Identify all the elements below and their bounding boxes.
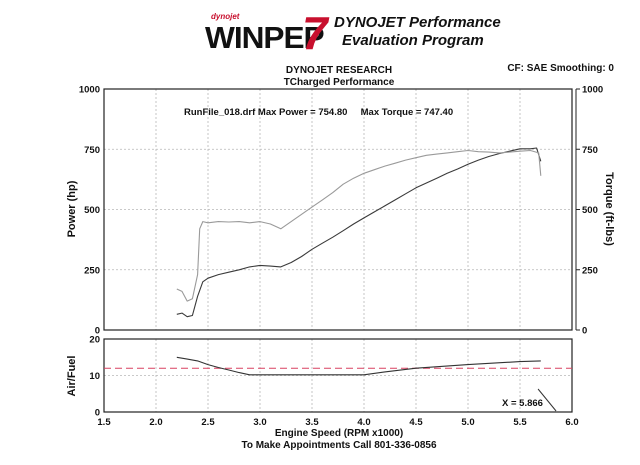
settings-label: CF: SAE Smoothing: 0 bbox=[507, 63, 614, 74]
run-annotation: RunFile_018.drf Max Power = 754.80 Max T… bbox=[184, 107, 453, 118]
x-tick-label: 2.0 bbox=[149, 417, 162, 428]
series-layer bbox=[104, 147, 572, 412]
x-tick-label: 1.5 bbox=[97, 417, 111, 428]
x-tick-label: 2.5 bbox=[201, 417, 215, 428]
program-title-line2: Evaluation Program bbox=[342, 32, 484, 49]
x-tick-label: 4.5 bbox=[409, 417, 423, 428]
airfuel-tick-label: 0 bbox=[95, 408, 100, 419]
cursor-pointer bbox=[537, 388, 557, 412]
torque-tick-label: 1000 bbox=[582, 85, 603, 96]
logo-word: WINPEP bbox=[205, 20, 325, 55]
airfuel-tick-label: 10 bbox=[89, 371, 100, 382]
torque-tick-label: 0 bbox=[582, 326, 587, 337]
x-tick-label: 3.0 bbox=[253, 417, 266, 428]
logo-brand: dynojet bbox=[211, 12, 240, 21]
footer-phone: To Make Appointments Call 801-336-0856 bbox=[241, 440, 437, 451]
plot-frames bbox=[103, 88, 573, 413]
power-tick-label: 1000 bbox=[79, 85, 100, 96]
airfuel-plot-frame bbox=[103, 338, 573, 413]
torque-tick-label: 750 bbox=[582, 145, 598, 156]
power-axis-label: Power (hp) bbox=[66, 180, 78, 237]
power-tick-label: 0 bbox=[95, 326, 100, 337]
power-curve bbox=[176, 147, 542, 318]
power-plot-frame bbox=[103, 88, 573, 331]
logo-number: 7 bbox=[302, 7, 328, 59]
grid-layer bbox=[104, 89, 572, 412]
winpep-logo: dynojet WINPEP 7 bbox=[205, 10, 330, 56]
program-title: DYNOJET Performance Evaluation Program bbox=[334, 14, 501, 50]
power-tick-label: 250 bbox=[84, 265, 100, 276]
torque-tick-label: 500 bbox=[582, 205, 598, 216]
torque-curve bbox=[176, 149, 542, 302]
program-title-line1: DYNOJET Performance bbox=[334, 14, 501, 31]
airfuel-tick-label: 20 bbox=[89, 335, 100, 346]
tick-labels-layer: 0 250 500 750 1000 0 250 500 750 1000 0 10 20 1.5 2.0 2… bbox=[79, 85, 603, 429]
power-tick-label: 500 bbox=[84, 205, 100, 216]
power-tick-label: 750 bbox=[84, 145, 100, 156]
x-tick-label: 5.5 bbox=[513, 417, 527, 428]
x-axis-label: Engine Speed (RPM x1000) bbox=[275, 428, 403, 439]
customer-label: TCharged Performance bbox=[284, 77, 395, 88]
x-tick-label: 6.0 bbox=[565, 417, 578, 428]
airfuel-axis-label: Air/Fuel bbox=[66, 356, 78, 397]
company-label: DYNOJET RESEARCH bbox=[286, 65, 392, 76]
cursor-readout: X = 5.866 bbox=[502, 398, 543, 409]
x-tick-label: 3.5 bbox=[305, 417, 319, 428]
torque-axis-label: Torque (ft-lbs) bbox=[603, 172, 615, 246]
torque-tick-label: 250 bbox=[582, 265, 598, 276]
x-tick-label: 4.0 bbox=[357, 417, 370, 428]
x-tick-label: 5.0 bbox=[461, 417, 474, 428]
airfuel-curve bbox=[176, 356, 541, 376]
